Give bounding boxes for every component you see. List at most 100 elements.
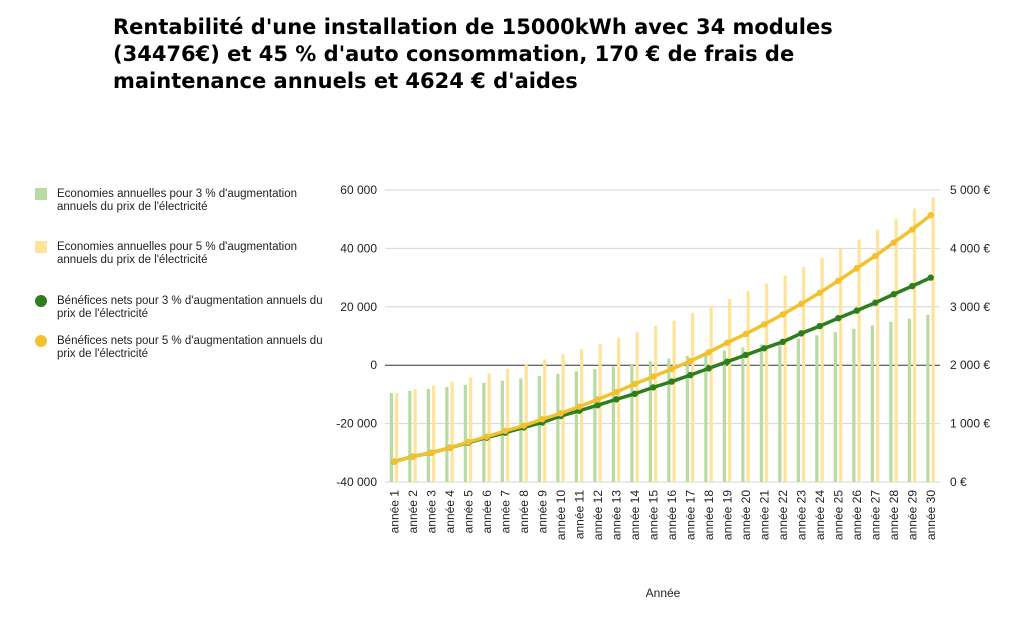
legend-item-benefices-5[interactable]: Bénéfices nets pour 5 % d'augmentation a… (35, 335, 332, 361)
point-benefices-5 (927, 211, 934, 219)
point-benefices-5 (853, 265, 860, 272)
x-tick-label: année 17 (683, 490, 697, 540)
bar-economies-3 (630, 363, 634, 482)
legend-item-benefices-3[interactable]: Bénéfices nets pour 3 % d'augmentation a… (35, 295, 332, 321)
y-tick-left: -20 000 (336, 417, 377, 431)
bar-economies-5 (561, 354, 565, 482)
x-tick-label: année 12 (591, 490, 605, 540)
point-benefices-3 (687, 371, 694, 379)
legend-swatch-square (35, 241, 47, 253)
bar-economies-5 (395, 392, 399, 482)
point-benefices-5 (798, 300, 805, 308)
x-tick-label: année 30 (924, 490, 938, 540)
bar-economies-5 (839, 249, 843, 482)
x-tick-label: année 11 (572, 490, 586, 539)
point-benefices-5 (446, 444, 453, 452)
x-tick-label: année 2 (406, 490, 420, 534)
bar-economies-3 (593, 368, 597, 482)
y-tick-right: 1 000 € (950, 417, 990, 431)
bar-economies-3 (667, 358, 671, 482)
legend-label: Bénéfices nets pour 3 % d'augmentation a… (57, 295, 323, 320)
bar-economies-3 (445, 386, 449, 482)
x-tick-label: année 16 (665, 490, 679, 540)
point-benefices-5 (668, 365, 675, 373)
bar-economies-3 (907, 318, 911, 482)
y-tick-left: 40 000 (340, 241, 377, 255)
point-benefices-3 (742, 351, 749, 359)
bar-economies-3 (741, 347, 745, 482)
bar-economies-5 (876, 229, 880, 482)
y-tick-right: 2 000 € (950, 358, 990, 372)
x-tick-label: année 15 (646, 490, 660, 540)
y-tick-right: 3 000 € (950, 300, 990, 314)
bar-economies-3 (519, 378, 523, 482)
y-tick-left: 0 (370, 358, 377, 372)
x-tick-label: année 22 (776, 490, 790, 540)
point-benefices-5 (742, 330, 749, 338)
bar-economies-5 (857, 239, 861, 482)
point-benefices-5 (428, 449, 435, 456)
legend-label: Bénéfices nets pour 5 % d'augmentation a… (57, 335, 323, 360)
x-tick-label: année 25 (831, 490, 845, 540)
x-tick-label: année 24 (813, 490, 827, 540)
point-benefices-5 (909, 226, 916, 233)
bar-economies-5 (672, 320, 676, 482)
bar-economies-3 (889, 321, 893, 482)
point-benefices-5 (890, 239, 897, 246)
bar-economies-3 (704, 353, 708, 482)
bar-economies-3 (722, 350, 726, 482)
bar-economies-3 (482, 382, 486, 482)
x-tick-label: année 13 (609, 490, 623, 540)
x-tick-label: année 1 (387, 490, 401, 534)
bar-economies-5 (413, 389, 417, 482)
bar-economies-5 (765, 283, 769, 482)
bar-economies-3 (778, 341, 782, 482)
y-tick-left: 20 000 (340, 300, 377, 314)
point-benefices-5 (631, 380, 638, 388)
point-benefices-5 (520, 422, 527, 429)
x-tick-label: année 7 (498, 490, 512, 534)
legend-item-economies-5[interactable]: Economies annuelles pour 5 % d'augmentat… (35, 241, 332, 267)
point-benefices-5 (835, 277, 842, 285)
point-benefices-5 (650, 373, 657, 380)
x-tick-label: année 6 (480, 490, 494, 534)
point-benefices-3 (705, 365, 712, 372)
point-benefices-5 (594, 396, 601, 403)
bar-economies-5 (635, 332, 639, 482)
point-benefices-5 (705, 349, 712, 356)
bar-economies-5 (894, 219, 898, 482)
bar-economies-5 (506, 368, 510, 482)
bar-economies-3 (426, 389, 430, 482)
line-benefices-5 (393, 213, 932, 464)
legend-item-economies-3[interactable]: Economies annuelles pour 3 % d'augmentat… (35, 188, 332, 214)
point-benefices-3 (798, 330, 805, 337)
point-benefices-5 (779, 311, 786, 318)
x-tick-label: année 23 (794, 490, 808, 540)
x-tick-label: année 14 (628, 490, 642, 540)
x-tick-label: année 28 (887, 490, 901, 540)
chart-title: Rentabilité d'une installation de 15000k… (113, 15, 833, 93)
bar-economies-5 (746, 291, 750, 482)
x-tick-label: année 21 (757, 490, 771, 540)
bar-economies-5 (802, 266, 806, 482)
bar-economies-3 (796, 338, 800, 482)
point-benefices-5 (613, 388, 620, 396)
legend-swatch-square (35, 188, 47, 200)
bar-economies-3 (870, 325, 874, 482)
bar-economies-5 (487, 373, 491, 482)
point-benefices-3 (909, 282, 916, 290)
legend-label: Economies annuelles pour 3 % d'augmentat… (57, 188, 298, 213)
point-benefices-3 (724, 358, 731, 365)
point-benefices-5 (576, 403, 583, 410)
point-benefices-5 (391, 458, 398, 465)
point-benefices-5 (465, 438, 472, 446)
y-tick-right: 5 000 € (950, 183, 990, 197)
bar-economies-3 (833, 332, 837, 482)
x-tick-label: année 18 (702, 490, 716, 540)
point-benefices-3 (816, 322, 823, 330)
x-tick-label: année 4 (443, 490, 457, 534)
point-benefices-3 (853, 307, 860, 314)
bar-economies-3 (611, 366, 615, 482)
